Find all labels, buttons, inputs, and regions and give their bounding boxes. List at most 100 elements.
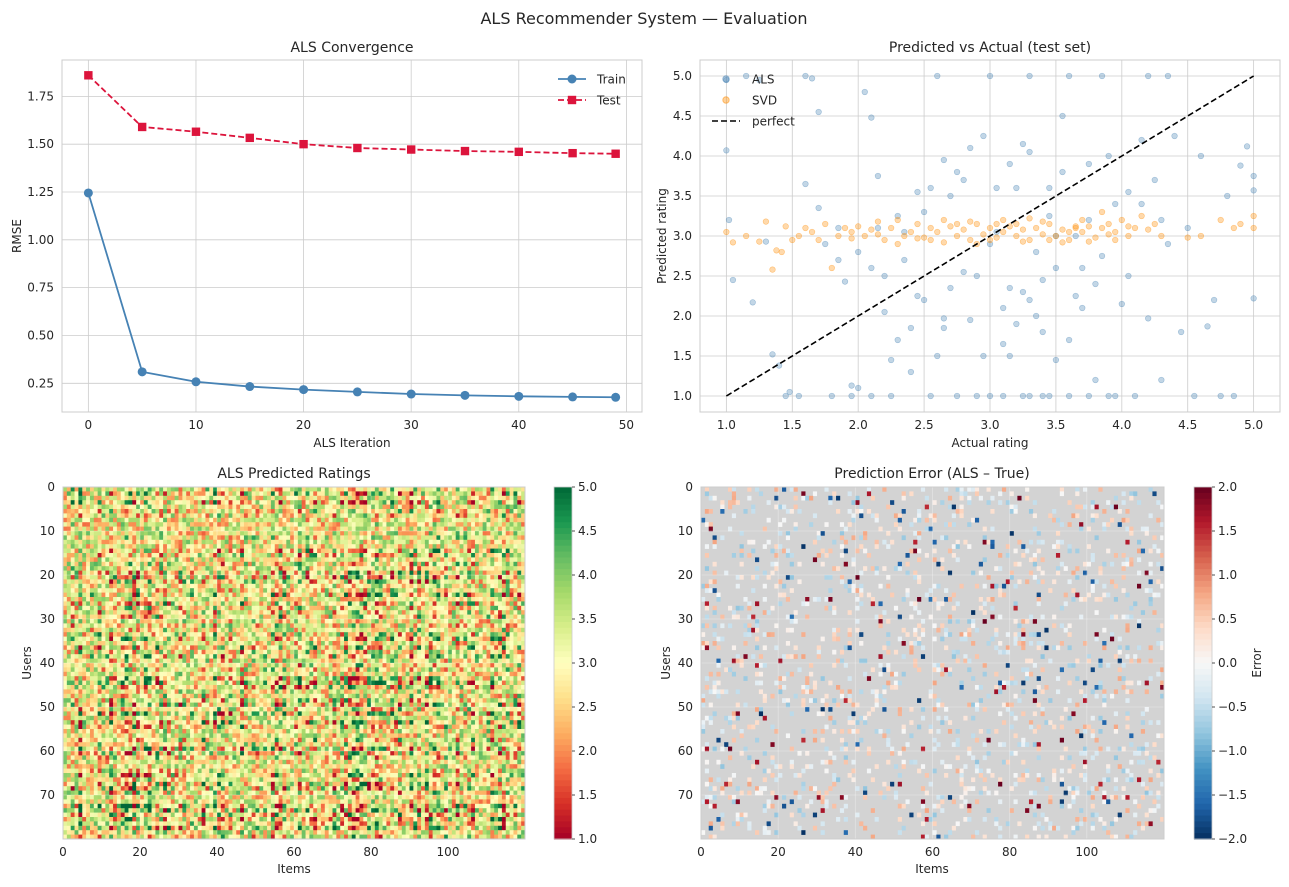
predicted-ratings-cell [163, 649, 168, 655]
predicted-ratings-cell [151, 544, 156, 549]
predicted-ratings-cell [263, 561, 268, 567]
predicted-ratings-cell [467, 491, 472, 497]
predicted-ratings-cell [382, 553, 387, 558]
predicted-ratings-cell [190, 553, 195, 558]
predicted-ratings-cell [259, 553, 264, 558]
predicted-ratings-cell [397, 627, 403, 633]
predicted-ratings-cell [243, 605, 249, 611]
predicted-ratings-cell [363, 517, 368, 523]
predicted-ratings-cell [428, 535, 433, 541]
predicted-ratings-cell [463, 553, 468, 558]
predicted-ratings-cell [505, 535, 510, 541]
predicted-ratings-cell [255, 548, 260, 554]
predicted-ratings-cell [367, 544, 372, 549]
predicted-ratings-cell [363, 553, 368, 558]
predicted-ratings-cell [397, 548, 403, 554]
predicted-ratings-cell [328, 544, 333, 549]
predicted-ratings-cell [490, 570, 495, 576]
predicted-ratings-cell [490, 605, 495, 611]
predicted-ratings-cell [355, 526, 360, 532]
predicted-ratings-cell [459, 495, 464, 501]
predicted-ratings-cell [82, 575, 87, 580]
predicted-ratings-cell [174, 553, 179, 558]
predicted-ratings-cell [240, 654, 245, 659]
predicted-ratings-cell [190, 605, 195, 611]
predicted-ratings-cell [344, 632, 349, 637]
predicted-ratings-cell [128, 487, 133, 492]
predicted-ratings-cell [371, 632, 376, 637]
predicted-ratings-cell [205, 553, 210, 558]
pred-vs-actual-x-tick-label: 4.0 [1112, 418, 1131, 432]
predicted-ratings-cell [428, 614, 433, 620]
predicted-ratings-cell [132, 500, 137, 505]
predicted-ratings-cell [324, 575, 329, 580]
predicted-ratings-cell [147, 513, 152, 519]
predicted-ratings-cell [359, 561, 364, 567]
predicted-ratings-cell [340, 641, 345, 646]
predicted-ratings-cell [63, 522, 68, 527]
predicted-ratings-cell [336, 610, 341, 615]
predicted-ratings-cell [455, 645, 460, 651]
predicted-ratings-cell [297, 504, 303, 510]
predicted-ratings-cell [355, 597, 360, 602]
convergence-grid [62, 60, 642, 412]
predicted-ratings-cell [394, 575, 399, 580]
predicted-ratings-cell [324, 535, 329, 541]
predicted-ratings-cell [436, 539, 441, 545]
predicted-ratings-cell [517, 557, 522, 563]
predicted-ratings-cell [255, 570, 260, 576]
predicted-ratings-cell [240, 566, 245, 571]
predicted-ratings-cell [159, 592, 164, 598]
predicted-ratings-cell [113, 614, 118, 620]
predicted-ratings-cell [270, 522, 276, 527]
predicted-ratings-cell [371, 575, 376, 580]
predicted-ratings-cell [340, 601, 345, 607]
predicted-ratings-cell [359, 544, 364, 549]
predicted-ratings-cell [116, 509, 122, 514]
predicted-ratings-cell [490, 504, 495, 510]
predicted-ratings-cell [128, 592, 133, 598]
predicted-ratings-cell [513, 553, 518, 558]
predicted-ratings-cell [486, 509, 491, 514]
predicted-ratings-cell [378, 605, 383, 611]
predicted-ratings-cell [247, 654, 252, 659]
pred-vs-actual-point-als [1052, 356, 1060, 364]
predicted-ratings-cell [286, 535, 291, 541]
predicted-ratings-cell [397, 592, 403, 598]
predicted-ratings-cell [66, 649, 72, 655]
predicted-ratings-cell [236, 601, 241, 607]
predicted-ratings-cell [166, 623, 172, 629]
predicted-ratings-cell [224, 513, 229, 519]
predicted-ratings-cell [151, 588, 156, 593]
predicted-ratings-cell [397, 641, 403, 646]
predicted-ratings-cell [105, 535, 110, 541]
predicted-ratings-cell [494, 632, 499, 637]
predicted-ratings-cell [109, 553, 114, 558]
predicted-ratings-cell [309, 500, 314, 505]
predicted-ratings-cell [66, 513, 72, 519]
pred-vs-actual-point-svd [1013, 232, 1020, 240]
predicted-ratings-cell [116, 504, 122, 510]
predicted-ratings-cell [259, 641, 264, 646]
predicted-ratings-cell [309, 557, 314, 563]
predicted-ratings-cell [344, 579, 349, 585]
pred-vs-actual-point-als [868, 392, 875, 400]
predicted-ratings-cell [436, 531, 441, 536]
pred-vs-actual-point-als [1112, 200, 1119, 208]
predicted-ratings-cell [270, 645, 276, 651]
predicted-ratings-cell [267, 654, 272, 659]
predicted-ratings-cell [474, 535, 480, 541]
predicted-ratings-cell [509, 597, 514, 602]
predicted-ratings-cell [505, 491, 510, 497]
predicted-ratings-cell [401, 619, 406, 624]
predicted-ratings-cell [498, 500, 503, 505]
predicted-ratings-cell [86, 491, 91, 497]
predicted-ratings-cell [89, 548, 95, 554]
predicted-ratings-cell [232, 509, 237, 514]
predicted-ratings-cell [267, 548, 272, 554]
predicted-ratings-cell [459, 522, 464, 527]
predicted-ratings-cell [116, 566, 122, 571]
predicted-ratings-cell [217, 504, 222, 510]
predicted-ratings-cell [494, 544, 499, 549]
predicted-ratings-cell [155, 645, 160, 651]
